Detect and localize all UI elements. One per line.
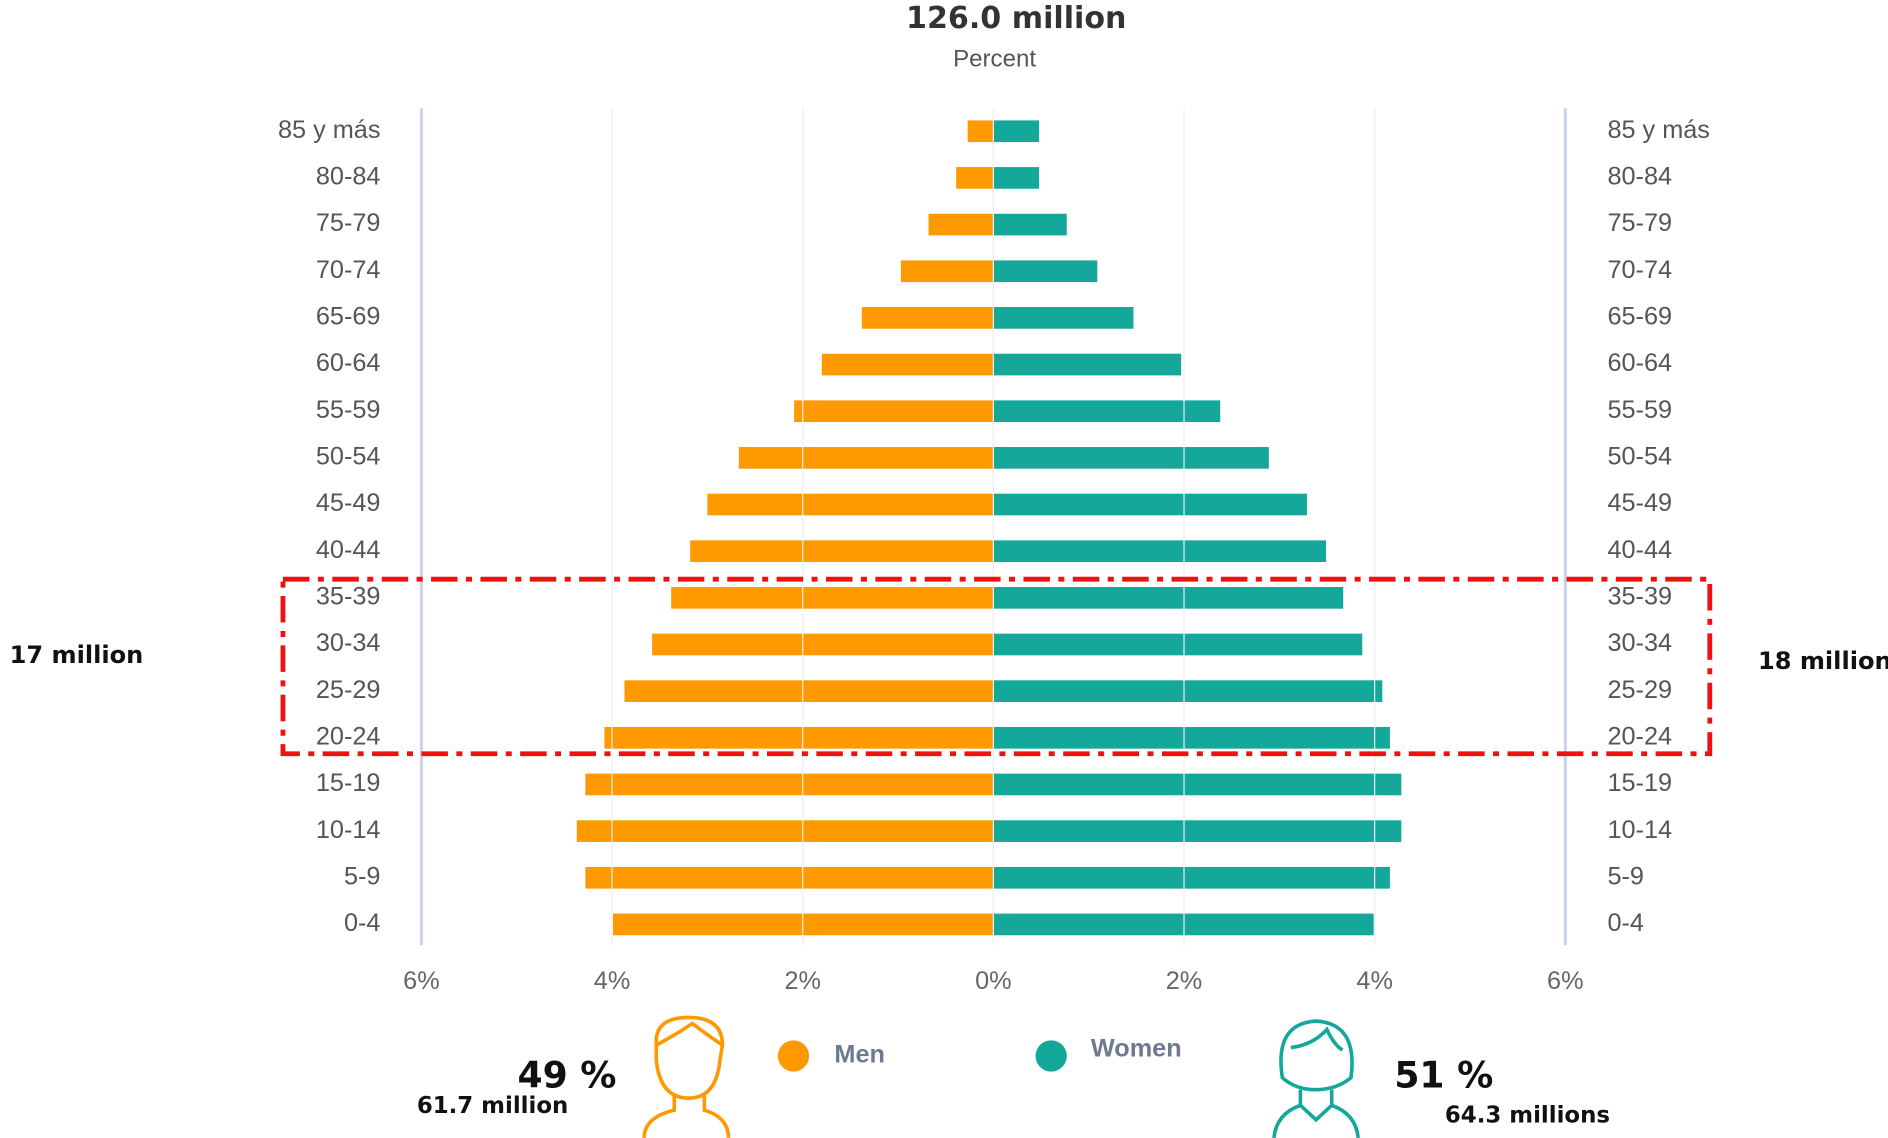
y-tick-label: 70-74 [1607,256,1672,284]
bar [993,680,1383,702]
bar [861,307,994,329]
y-tick-label: 35-39 [316,583,381,611]
bar [604,726,994,749]
annotation: 64.3 millions [1445,1103,1610,1129]
y-tick-label: 45-49 [316,489,381,517]
bar [585,773,994,796]
bar [993,866,1390,889]
y-tick-label: 55-59 [1607,396,1672,424]
chart-title: 126.0 million [906,1,1126,36]
annotation: 51 % [1394,1054,1493,1097]
y-tick-label: 70-74 [316,256,381,284]
y-tick-label: 50-54 [1607,443,1672,471]
bar [585,866,994,889]
bar [624,680,994,702]
legend-label: Women [1091,1035,1182,1063]
x-tick-label: 4% [594,967,631,995]
bar [993,307,1134,329]
bar [652,633,994,656]
bar [993,540,1327,563]
x-tick-label: 6% [1547,967,1584,995]
y-tick-label: 80-84 [316,163,381,191]
bar [993,587,1344,609]
bar [993,400,1221,423]
y-tick-label: 15-19 [316,769,381,797]
bar [993,447,1269,469]
bar [794,400,994,423]
y-tick-label: 45-49 [1607,489,1672,517]
chart-subtitle: Percent [953,46,1036,73]
annotation: 49 % [517,1054,616,1097]
bar [967,120,994,143]
bar [928,213,994,236]
bar [993,213,1067,236]
annotation: 17 million [10,641,144,669]
y-tick-label: 85 y más [1607,116,1710,144]
y-tick-label: 75-79 [316,209,381,237]
y-tick-label: 0-4 [344,909,381,937]
y-tick-label: 30-34 [316,629,381,657]
y-tick-label: 60-64 [1607,349,1672,377]
bar [576,820,994,842]
bar [993,167,1040,189]
y-tick-label: 30-34 [1607,629,1672,657]
y-tick-label: 5-9 [344,862,381,890]
y-tick-label: 35-39 [1607,583,1672,611]
y-tick-label: 50-54 [316,443,381,471]
y-tick-label: 15-19 [1607,769,1672,797]
bar [993,260,1098,283]
bar [993,120,1040,143]
y-tick-label: 60-64 [316,349,381,377]
y-tick-label: 65-69 [1607,303,1672,331]
y-tick-label: 85 y más [278,116,381,144]
legend-label: Men [834,1041,885,1069]
women-icon [1272,1019,1361,1138]
bar [821,353,994,376]
bar [993,493,1307,516]
x-tick-label: 4% [1356,967,1393,995]
x-tick-label: 0% [975,967,1012,995]
y-tick-label: 55-59 [316,396,381,424]
annotation: 18 million [1758,647,1888,675]
y-tick-label: 20-24 [1607,722,1672,750]
bar [690,540,994,563]
x-tick-label: 2% [784,967,821,995]
highlight-box [280,576,1713,757]
bar [671,587,994,609]
y-tick-label: 25-29 [316,676,381,704]
men-icon [642,1015,731,1138]
legend-swatch [1035,1040,1067,1072]
annotation: 61.7 million [417,1093,569,1119]
y-tick-label: 40-44 [1607,536,1672,564]
y-tick-label: 25-29 [1607,676,1672,704]
y-tick-label: 10-14 [1607,816,1672,844]
bar [900,260,994,283]
y-tick-label: 20-24 [316,722,381,750]
bar [993,773,1402,796]
y-tick-label: 5-9 [1607,862,1644,890]
bar [956,167,994,189]
y-tick-label: 10-14 [316,816,381,844]
y-tick-label: 40-44 [316,536,381,564]
bar [738,447,994,469]
x-tick-label: 6% [403,967,440,995]
x-tick-label: 2% [1166,967,1203,995]
bar [993,633,1363,656]
bar [993,726,1390,749]
y-tick-label: 0-4 [1607,909,1644,937]
bar [707,493,994,516]
bar [993,353,1182,376]
bar [993,820,1402,842]
y-tick-label: 65-69 [316,303,381,331]
legend-swatch [777,1040,810,1072]
y-tick-label: 80-84 [1607,163,1672,191]
y-tick-label: 75-79 [1607,209,1672,237]
